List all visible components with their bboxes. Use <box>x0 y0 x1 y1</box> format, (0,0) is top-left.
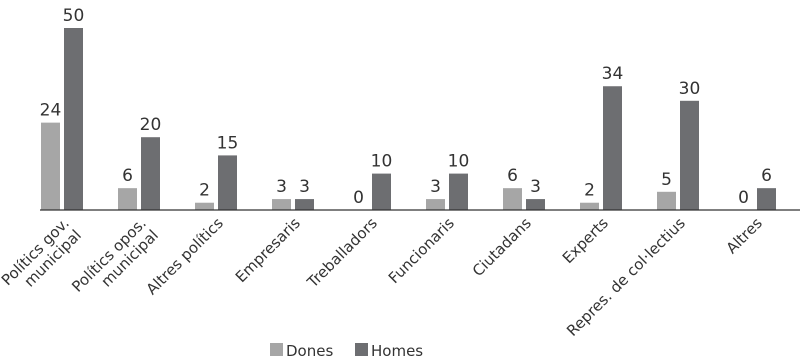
legend-label-dones: Dones <box>286 342 333 360</box>
bar-dones-6 <box>503 188 522 210</box>
bar-dones-8 <box>657 191 676 210</box>
category-label-line: Altres polítics <box>143 214 227 298</box>
category-label-line: Treballadors <box>303 214 381 292</box>
data-label-homes-8: 30 <box>679 79 701 99</box>
data-label-dones-0: 24 <box>40 101 62 121</box>
data-label-dones-6: 6 <box>507 166 518 186</box>
data-label-homes-0: 50 <box>63 6 85 26</box>
data-label-homes-4: 10 <box>371 152 393 172</box>
category-label-line: Funcionaris <box>385 214 458 287</box>
data-label-dones-5: 3 <box>430 177 441 197</box>
legend-swatch-dones <box>270 343 283 356</box>
bar-homes-8 <box>680 100 699 210</box>
bar-homes-1 <box>141 137 160 210</box>
category-label-9: Altres <box>723 214 766 257</box>
bar-dones-1 <box>118 188 137 210</box>
bar-homes-7 <box>603 86 622 210</box>
category-label-2: Altres polítics <box>143 214 227 298</box>
data-label-homes-1: 20 <box>140 115 162 135</box>
bar-homes-3 <box>295 199 314 210</box>
data-label-dones-7: 2 <box>584 181 595 201</box>
bar-homes-2 <box>218 155 237 210</box>
category-label-line: Ciutadans <box>469 214 535 280</box>
bars-layer <box>41 28 776 210</box>
data-label-homes-6: 3 <box>530 177 541 197</box>
bar-dones-5 <box>426 199 445 210</box>
bar-homes-4 <box>372 173 391 210</box>
bar-homes-6 <box>526 199 545 210</box>
category-label-4: Treballadors <box>303 214 381 292</box>
data-label-dones-1: 6 <box>122 166 133 186</box>
data-label-dones-8: 5 <box>661 170 672 190</box>
bar-homes-5 <box>449 173 468 210</box>
category-label-7: Experts <box>559 214 612 267</box>
data-label-homes-2: 15 <box>217 133 239 153</box>
category-label-1: Polítics opos.municipal <box>68 214 162 308</box>
bar-dones-2 <box>195 202 214 210</box>
category-label-3: Empresaris <box>232 214 304 286</box>
category-label-line: Experts <box>559 214 612 267</box>
data-label-dones-3: 3 <box>276 177 287 197</box>
legend-swatch-homes <box>355 343 368 356</box>
category-label-line: Altres <box>723 214 766 257</box>
bar-dones-0 <box>41 122 60 210</box>
data-label-dones-2: 2 <box>199 181 210 201</box>
bar-dones-7 <box>580 202 599 210</box>
data-label-dones-9: 0 <box>738 188 749 208</box>
data-label-homes-3: 3 <box>299 177 310 197</box>
category-label-5: Funcionaris <box>385 214 458 287</box>
category-label-line: Empresaris <box>232 214 304 286</box>
bar-dones-3 <box>272 199 291 210</box>
legend: Dones Homes <box>270 342 423 360</box>
category-label-6: Ciutadans <box>469 214 535 280</box>
data-label-homes-5: 10 <box>448 152 470 172</box>
data-label-homes-9: 6 <box>761 166 772 186</box>
data-label-dones-4: 0 <box>353 188 364 208</box>
bar-homes-9 <box>757 188 776 210</box>
bar-homes-0 <box>64 28 83 210</box>
data-label-homes-7: 34 <box>602 64 624 84</box>
legend-label-homes: Homes <box>371 342 423 360</box>
